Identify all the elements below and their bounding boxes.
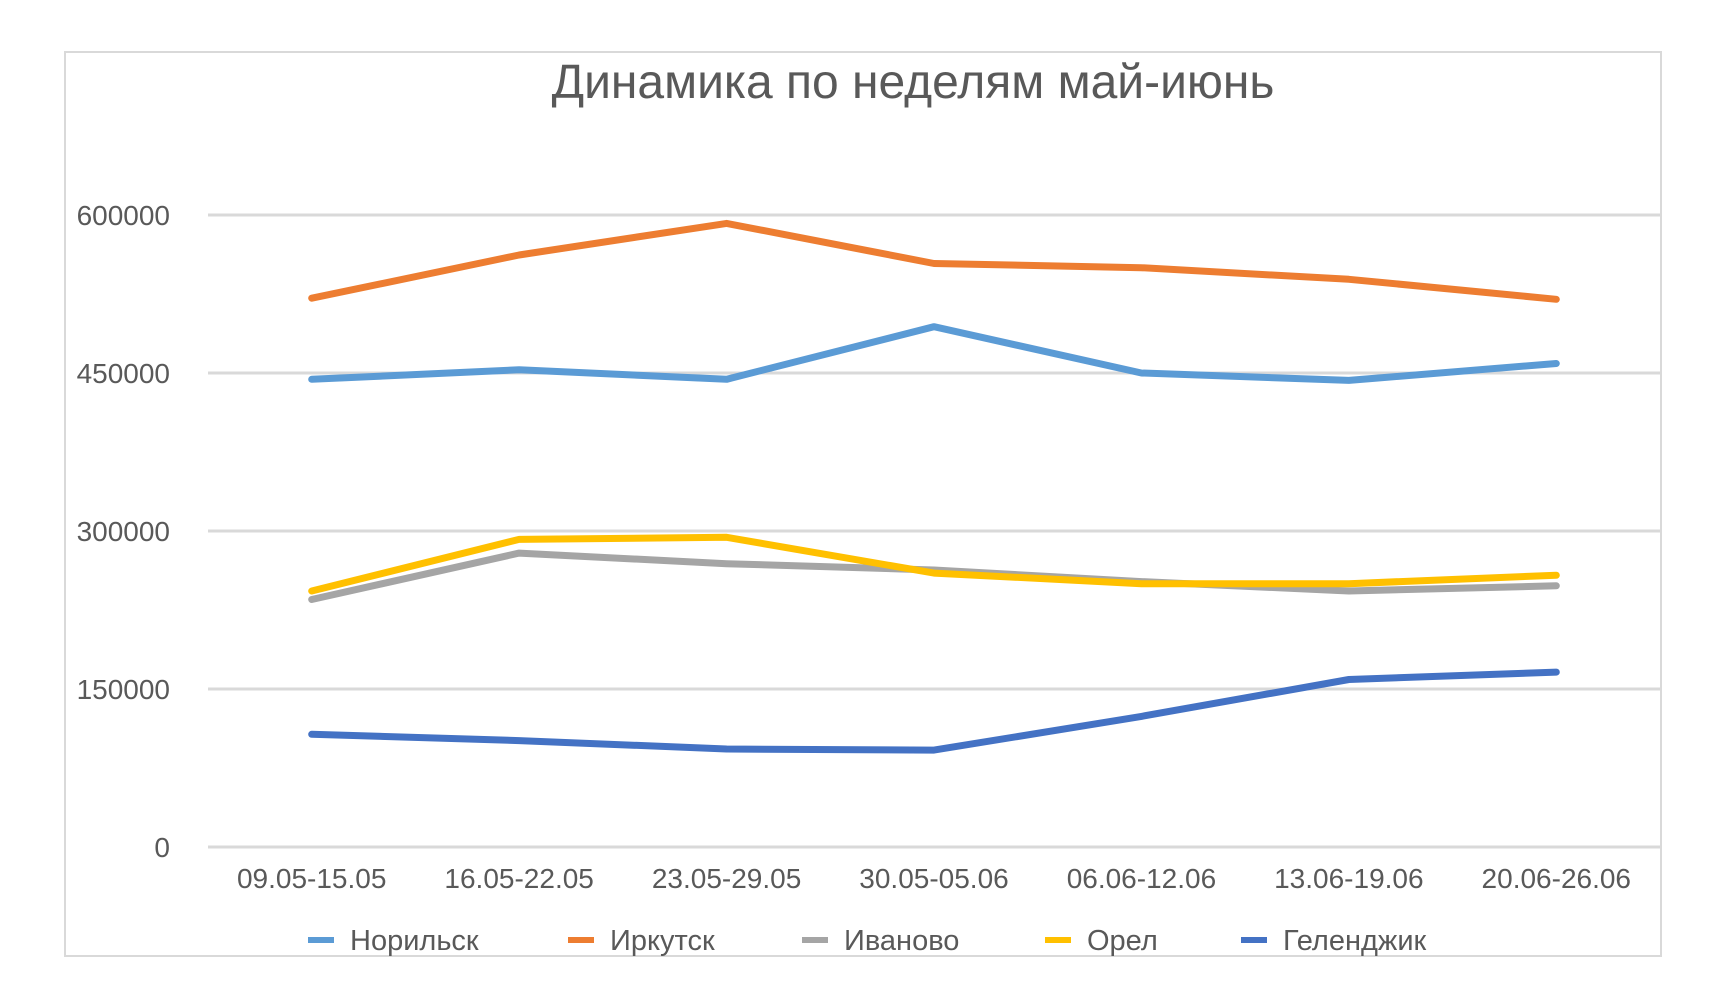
legend: Норильск Иркутск Иваново Орел Геленджик [308, 925, 1427, 957]
series-line [308, 533, 1560, 595]
y-axis-tick-labels: 0 150000 300000 450000 600000 [77, 200, 170, 863]
x-axis-tick-labels: 09.05-15.05 16.05-22.05 23.05-29.05 30.05-0… [237, 863, 1631, 894]
series-line [308, 219, 1560, 303]
legend-label: Геленджик [1283, 925, 1427, 957]
legend-label: Иркутск [610, 925, 715, 957]
x-tick-label: 13.06-19.06 [1274, 863, 1423, 894]
y-tick-label: 600000 [77, 200, 170, 231]
y-tick-label: 0 [154, 832, 170, 863]
legend-item: Норильск [308, 925, 479, 957]
legend-item: Иваново [802, 925, 959, 957]
legend-item: Орел [1045, 925, 1158, 957]
legend-label: Орел [1087, 925, 1158, 957]
series-line [308, 668, 1560, 754]
x-tick-label: 23.05-29.05 [652, 863, 801, 894]
series-lines [308, 219, 1560, 754]
y-tick-label: 450000 [77, 358, 170, 389]
x-tick-label: 09.05-15.05 [237, 863, 386, 894]
gridlines [208, 213, 1660, 849]
chart-title: Динамика по неделям май-июнь [552, 56, 1275, 109]
legend-label: Иваново [844, 925, 959, 957]
x-tick-label: 16.05-22.05 [444, 863, 593, 894]
x-tick-label: 06.06-12.06 [1067, 863, 1216, 894]
y-tick-label: 150000 [77, 674, 170, 705]
legend-item: Иркутск [568, 925, 715, 957]
y-tick-label: 300000 [77, 516, 170, 547]
legend-label: Норильск [350, 925, 479, 957]
legend-item: Геленджик [1241, 925, 1427, 957]
x-tick-label: 20.06-26.06 [1482, 863, 1631, 894]
chart-frame [64, 51, 1662, 957]
series-line [308, 323, 1560, 384]
x-tick-label: 30.05-05.06 [859, 863, 1008, 894]
